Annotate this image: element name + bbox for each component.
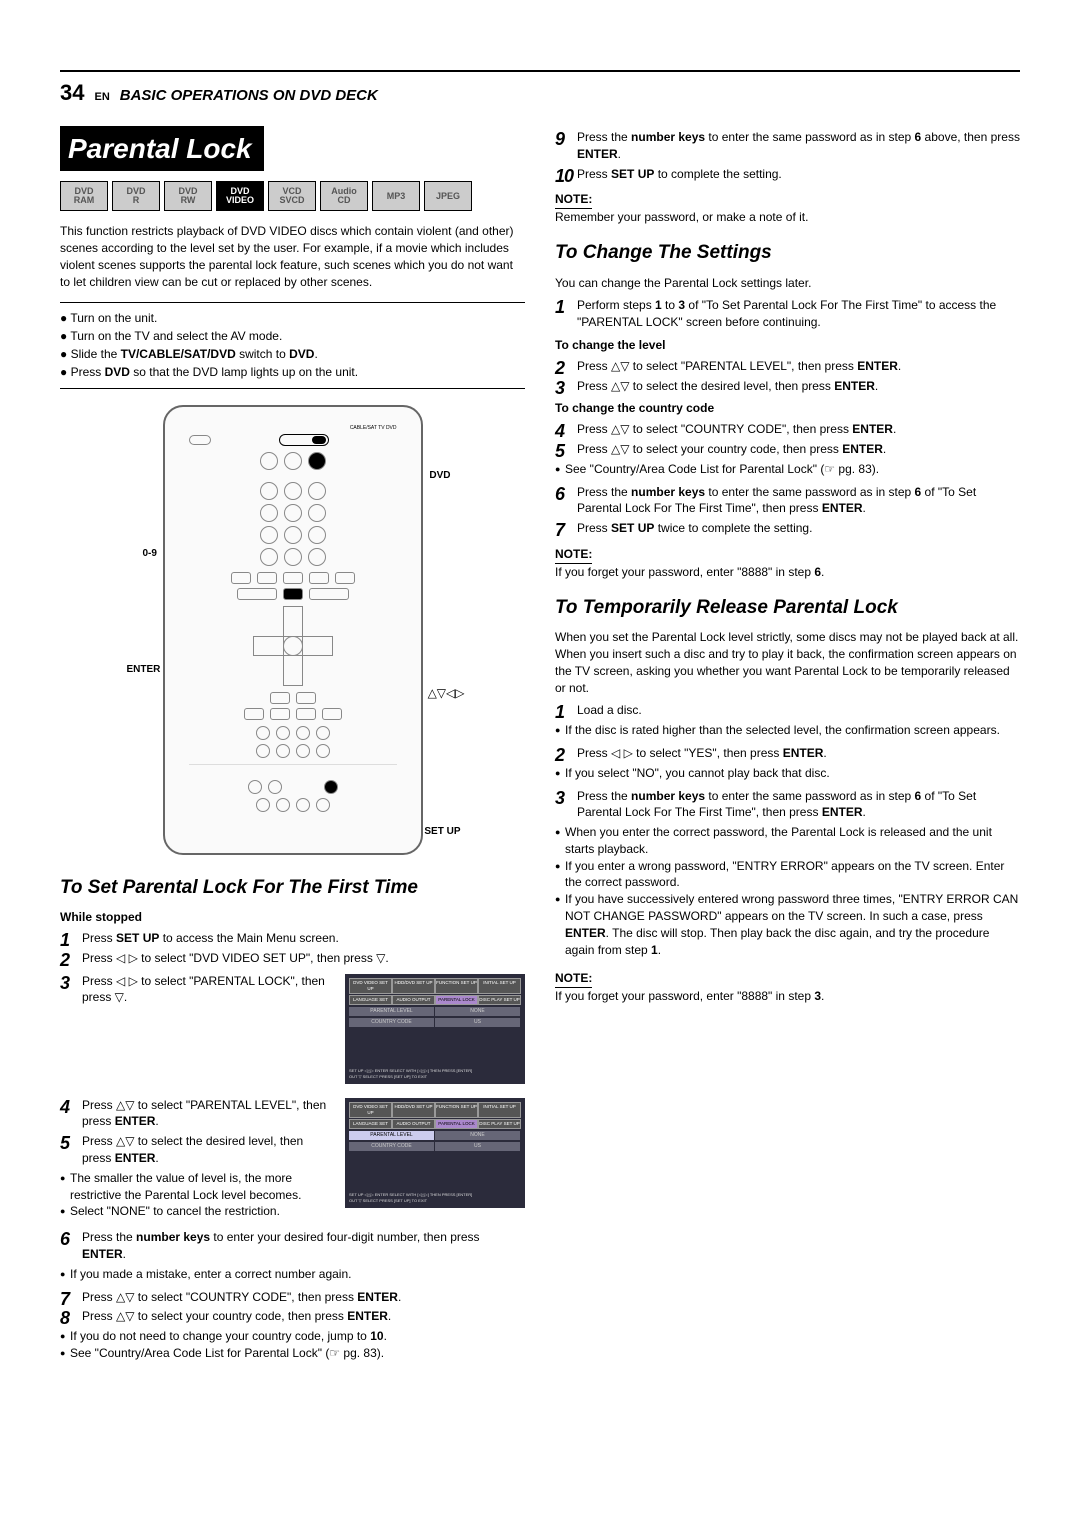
prep-item: Turn on the unit. bbox=[60, 310, 525, 327]
note-text-3: If you forget your password, enter "8888… bbox=[555, 988, 1020, 1005]
prep-item: Slide the TV/CABLE/SAT/DVD switch to DVD… bbox=[60, 346, 525, 363]
bullet-item: If you do not need to change your countr… bbox=[60, 1328, 525, 1345]
format-badge: DVDRW bbox=[164, 181, 212, 211]
note-label-1: NOTE: bbox=[555, 191, 592, 209]
sec1-step5: 5Press △▽ to select the desired level, t… bbox=[60, 1133, 335, 1167]
intro-text: This function restricts playback of DVD … bbox=[60, 223, 525, 290]
sec1-step8: 8Press △▽ to select your country code, t… bbox=[60, 1308, 525, 1325]
format-badge: MP3 bbox=[372, 181, 420, 211]
sec2-step4: 4Press △▽ to select "COUNTRY CODE", then… bbox=[555, 421, 1020, 438]
left-column: Parental Lock DVDRAMDVDRDVDRWDVDVIDEOVCD… bbox=[60, 126, 525, 1368]
note-label-2: NOTE: bbox=[555, 546, 592, 564]
sec2-step3: 3Press △▽ to select the desired level, t… bbox=[555, 378, 1020, 395]
sec1-heading: To Set Parental Lock For The First Time bbox=[60, 875, 525, 902]
sec3-heading: To Temporarily Release Parental Lock bbox=[555, 595, 1020, 622]
bullet-item: If the disc is rated higher than the sel… bbox=[555, 722, 1020, 739]
note-label-3: NOTE: bbox=[555, 970, 592, 988]
format-badge: DVDVIDEO bbox=[216, 181, 264, 211]
remote-figure: DVD 0-9 ENTER SET UP △▽◁▷ CABLE/SAT TV D… bbox=[163, 405, 423, 855]
remote-label-enter: ENTER bbox=[127, 663, 161, 677]
bullet-item: Select "NONE" to cancel the restriction. bbox=[60, 1203, 335, 1220]
preparation-box: Turn on the unit.Turn on the TV and sele… bbox=[60, 302, 525, 388]
format-badge: DVDRAM bbox=[60, 181, 108, 211]
bullet-item: See "Country/Area Code List for Parental… bbox=[555, 461, 1020, 478]
page-lang: EN bbox=[94, 91, 109, 103]
sec1-step1: 1Press SET UP to access the Main Menu sc… bbox=[60, 930, 525, 947]
sec2-intro: You can change the Parental Lock setting… bbox=[555, 275, 1020, 292]
bullet-item: The smaller the value of level is, the m… bbox=[60, 1170, 335, 1204]
format-badge: AudioCD bbox=[320, 181, 368, 211]
format-badges: DVDRAMDVDRDVDRWDVDVIDEOVCDSVCDAudioCDMP3… bbox=[60, 181, 525, 211]
sec1-step2: 2Press ◁ ▷ to select "DVD VIDEO SET UP",… bbox=[60, 950, 525, 967]
note-text-2: If you forget your password, enter "8888… bbox=[555, 564, 1020, 581]
sec3-intro: When you set the Parental Lock level str… bbox=[555, 629, 1020, 696]
page-section-title: BASIC OPERATIONS ON DVD DECK bbox=[120, 87, 378, 104]
format-badge: JPEG bbox=[424, 181, 472, 211]
while-stopped: While stopped bbox=[60, 909, 525, 926]
prep-item: Press DVD so that the DVD lamp lights up… bbox=[60, 364, 525, 381]
right-column: 9Press the number keys to enter the same… bbox=[555, 126, 1020, 1368]
sec3-step2: 2Press ◁ ▷ to select "YES", then press E… bbox=[555, 745, 1020, 762]
bullet-item: If you made a mistake, enter a correct n… bbox=[60, 1266, 525, 1283]
bullet-item: If you select "NO", you cannot play back… bbox=[555, 765, 1020, 782]
sec2-step2: 2Press △▽ to select "PARENTAL LEVEL", th… bbox=[555, 358, 1020, 375]
page-header: 34 EN BASIC OPERATIONS ON DVD DECK bbox=[60, 70, 1020, 106]
to-change-country: To change the country code bbox=[555, 400, 1020, 417]
format-badge: DVDR bbox=[112, 181, 160, 211]
remote-switch-label: CABLE/SAT TV DVD bbox=[189, 425, 397, 432]
sec2-heading: To Change The Settings bbox=[555, 240, 1020, 267]
sec2-step5: 5Press △▽ to select your country code, t… bbox=[555, 441, 1020, 458]
prep-item: Turn on the TV and select the AV mode. bbox=[60, 328, 525, 345]
sec2-step1: 1Perform steps 1 to 3 of "To Set Parenta… bbox=[555, 297, 1020, 331]
osd-screenshot-2: DVD VIDEO SET UPHDD/DVD SET UPFUNCTION S… bbox=[345, 1098, 525, 1208]
bullet-item: If you enter a wrong password, "ENTRY ER… bbox=[555, 858, 1020, 892]
sec2-step7: 7Press SET UP twice to complete the sett… bbox=[555, 520, 1020, 537]
remote-label-digits: 0-9 bbox=[143, 547, 157, 561]
format-badge: VCDSVCD bbox=[268, 181, 316, 211]
remote-label-dvd: DVD bbox=[429, 469, 450, 483]
main-title: Parental Lock bbox=[60, 126, 264, 171]
page-number: 34 bbox=[60, 80, 84, 106]
sec3-step1: 1Load a disc. bbox=[555, 702, 1020, 719]
sec1-step9: 9Press the number keys to enter the same… bbox=[555, 129, 1020, 163]
bullet-item: See "Country/Area Code List for Parental… bbox=[60, 1345, 525, 1362]
sec2-step6: 6Press the number keys to enter the same… bbox=[555, 484, 1020, 518]
note-text-1: Remember your password, or make a note o… bbox=[555, 209, 1020, 226]
osd-screenshot-1: DVD VIDEO SET UPHDD/DVD SET UPFUNCTION S… bbox=[345, 974, 525, 1084]
remote-label-setup: SET UP bbox=[424, 825, 460, 839]
sec1-step3: 3Press ◁ ▷ to select "PARENTAL LOCK", th… bbox=[60, 973, 335, 1007]
to-change-level: To change the level bbox=[555, 337, 1020, 354]
sec1-step10: 10Press SET UP to complete the setting. bbox=[555, 166, 1020, 183]
sec1-step4: 4Press △▽ to select "PARENTAL LEVEL", th… bbox=[60, 1097, 335, 1131]
sec1-step7: 7Press △▽ to select "COUNTRY CODE", then… bbox=[60, 1289, 525, 1306]
sec3-step3: 3Press the number keys to enter the same… bbox=[555, 788, 1020, 822]
remote-label-arrows: △▽◁▷ bbox=[428, 685, 465, 702]
sec1-step6: 6Press the number keys to enter your des… bbox=[60, 1229, 525, 1263]
bullet-item: If you have successively entered wrong p… bbox=[555, 891, 1020, 958]
bullet-item: When you enter the correct password, the… bbox=[555, 824, 1020, 858]
